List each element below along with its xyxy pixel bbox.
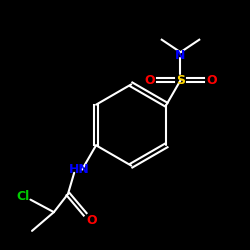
Text: S: S [176,74,185,87]
Text: N: N [175,49,186,62]
Text: Cl: Cl [16,190,29,203]
Text: O: O [206,74,217,87]
Text: O: O [86,214,97,227]
Text: O: O [144,74,154,87]
Text: HN: HN [68,163,89,176]
